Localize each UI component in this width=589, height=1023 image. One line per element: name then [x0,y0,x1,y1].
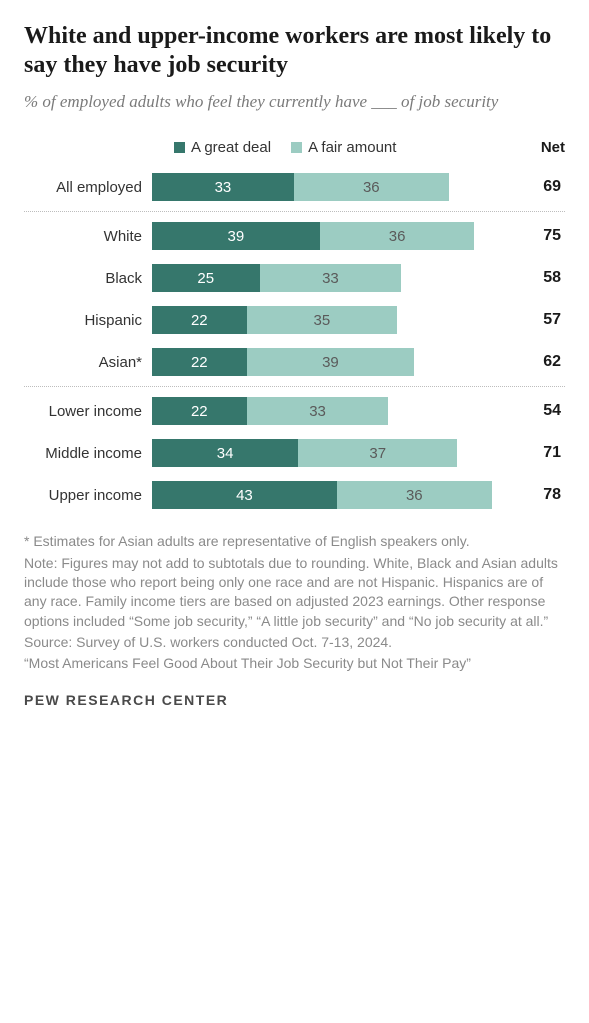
bar-chart: All employed333669White393675Black253358… [24,166,565,516]
bar-area: 3936 [152,222,517,250]
bar-stack: 2233 [152,397,388,425]
swatch-fair-amount [291,142,302,153]
bar-segment-fair-amount: 35 [247,306,398,334]
bar-segment-fair-amount: 37 [298,439,457,467]
row-label: Middle income [24,445,152,462]
bar-stack: 3437 [152,439,457,467]
bar-stack: 2235 [152,306,397,334]
bar-area: 3437 [152,439,517,467]
row-label: All employed [24,179,152,196]
bar-segment-great-deal: 22 [152,397,247,425]
chart-row: Upper income4336 78 [24,474,565,516]
chart-row: Black2533 58 [24,257,565,299]
row-label: Black [24,270,152,287]
bar-segment-great-deal: 25 [152,264,260,292]
bar-segment-fair-amount: 33 [247,397,389,425]
bar-segment-great-deal: 22 [152,348,247,376]
chart-row: Hispanic2235 57 [24,299,565,341]
row-label: Upper income [24,487,152,504]
bar-area: 2235 [152,306,517,334]
bar-stack: 2533 [152,264,401,292]
legend: A great deal A fair amount Net [24,139,565,156]
bar-segment-great-deal: 34 [152,439,298,467]
bar-segment-fair-amount: 36 [320,222,475,250]
bar-stack: 4336 [152,481,492,509]
bar-segment-great-deal: 33 [152,173,294,201]
bar-area: 4336 [152,481,517,509]
bar-stack: 3336 [152,173,449,201]
attribution: PEW RESEARCH CENTER [24,692,565,708]
legend-label-great-deal: A great deal [191,139,271,156]
group-divider [24,211,565,212]
bar-segment-great-deal: 22 [152,306,247,334]
legend-label-fair-amount: A fair amount [308,139,396,156]
chart-title: White and upper-income workers are most … [24,22,565,81]
bar-stack: 2239 [152,348,414,376]
bar-segment-fair-amount: 36 [294,173,449,201]
net-value: 71 [517,444,565,462]
net-value: 75 [517,227,565,245]
legend-item-fair-amount: A fair amount [291,139,396,156]
bar-area: 2533 [152,264,517,292]
legend-item-great-deal: A great deal [174,139,271,156]
row-label: White [24,228,152,245]
net-header: Net [541,139,565,156]
chart-subtitle: % of employed adults who feel they curre… [24,91,565,114]
bar-segment-fair-amount: 33 [260,264,402,292]
row-label: Hispanic [24,312,152,329]
swatch-great-deal [174,142,185,153]
chart-row: Middle income3437 71 [24,432,565,474]
net-value: 58 [517,269,565,287]
net-value: 57 [517,311,565,329]
bar-segment-great-deal: 39 [152,222,320,250]
bar-stack: 3936 [152,222,474,250]
net-value: 54 [517,402,565,420]
row-label: Asian* [24,354,152,371]
footnote-source: Source: Survey of U.S. workers conducted… [24,633,565,652]
footnote-asterisk: * Estimates for Asian adults are represe… [24,532,565,551]
chart-row: White3936 75 [24,215,565,257]
bar-area: 2239 [152,348,517,376]
bar-segment-fair-amount: 36 [337,481,492,509]
chart-row: All employed3336 69 [24,166,565,208]
bar-area: 3336 [152,173,517,201]
group-divider [24,386,565,387]
net-value: 69 [517,178,565,196]
net-value: 62 [517,353,565,371]
chart-row: Lower income2233 54 [24,390,565,432]
bar-segment-fair-amount: 39 [247,348,415,376]
footnote-note: Note: Figures may not add to subtotals d… [24,554,565,631]
net-value: 78 [517,486,565,504]
footnote-report: “Most Americans Feel Good About Their Jo… [24,654,565,673]
row-label: Lower income [24,403,152,420]
bar-area: 2233 [152,397,517,425]
footnotes: * Estimates for Asian adults are represe… [24,532,565,673]
chart-row: Asian*2239 62 [24,341,565,383]
bar-segment-great-deal: 43 [152,481,337,509]
